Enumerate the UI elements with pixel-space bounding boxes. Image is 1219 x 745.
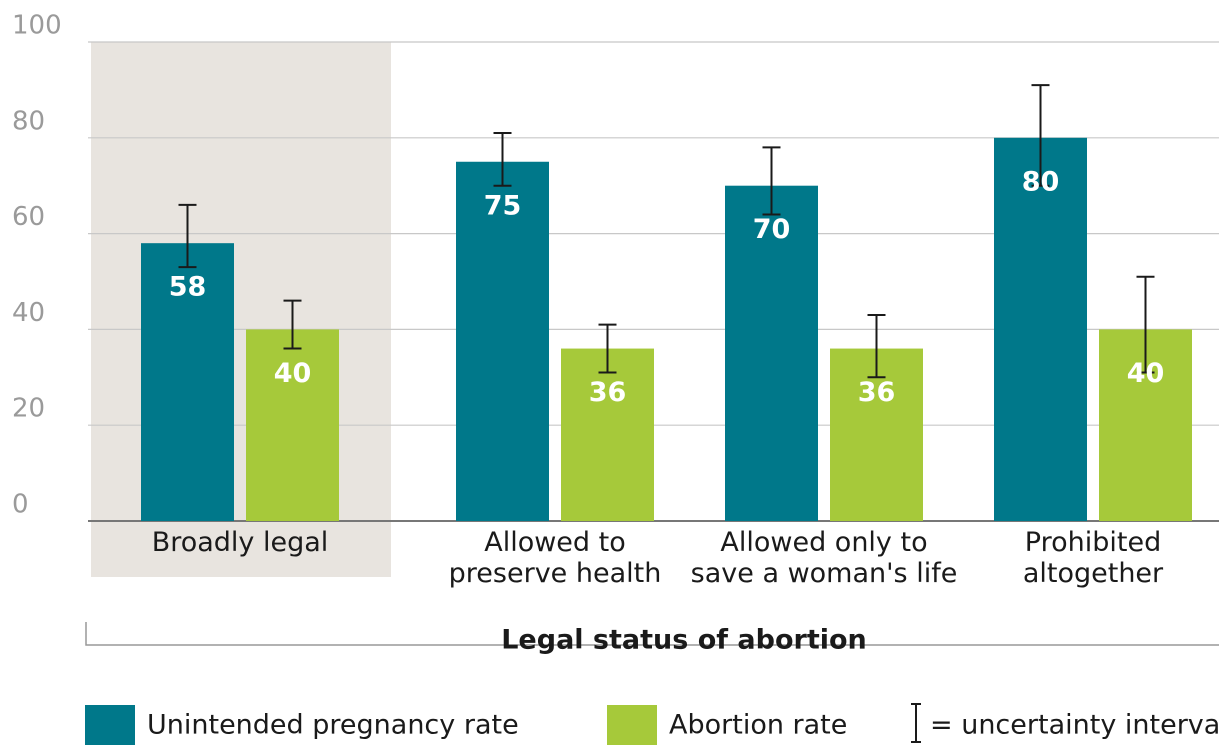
legend-error-icon — [911, 703, 921, 743]
bar — [456, 161, 549, 521]
bar — [994, 137, 1087, 522]
error-bar — [762, 146, 781, 216]
value-label: 70 — [753, 214, 791, 245]
error-bar — [867, 314, 886, 379]
bar — [141, 243, 234, 521]
y-tick-label: 80 — [12, 106, 45, 136]
error-bar — [283, 299, 302, 350]
legend-label: = uncertainty interva — [930, 710, 1219, 741]
y-tick-label: 60 — [12, 202, 45, 232]
legend-label: Abortion rate — [669, 710, 847, 741]
y-tick-label: 20 — [12, 394, 45, 424]
highlight-band — [91, 42, 391, 577]
x-tick-label: Prohibited altogether — [1022, 527, 1164, 589]
error-bar — [1136, 275, 1155, 374]
x-tick-label: Broadly legal — [151, 527, 329, 558]
error-bar — [178, 203, 197, 269]
x-axis-title: Legal status of abortion — [501, 625, 867, 656]
bar — [246, 329, 339, 521]
value-label: 58 — [169, 272, 207, 303]
value-label: 36 — [858, 377, 896, 408]
legend-swatch — [607, 705, 657, 745]
value-label: 80 — [1022, 166, 1060, 197]
bar — [561, 348, 654, 521]
legend-label: Unintended pregnancy rate — [147, 710, 519, 741]
value-label: 40 — [274, 358, 312, 389]
y-tick-label: 100 — [12, 11, 62, 41]
error-bar — [1031, 84, 1050, 187]
legend-swatch — [85, 705, 135, 745]
error-bar — [493, 132, 512, 187]
x-tick-label: Allowed only to save a woman's life — [690, 527, 958, 589]
bar — [725, 185, 818, 521]
value-label: 75 — [484, 190, 522, 221]
y-tick-label: 40 — [12, 298, 45, 328]
error-bar — [598, 323, 617, 374]
y-tick-label: 0 — [12, 490, 29, 520]
value-label: 40 — [1127, 358, 1165, 389]
axis-bracket — [85, 622, 1219, 646]
value-label: 36 — [589, 377, 627, 408]
x-tick-label: Allowed to preserve health — [448, 527, 662, 589]
